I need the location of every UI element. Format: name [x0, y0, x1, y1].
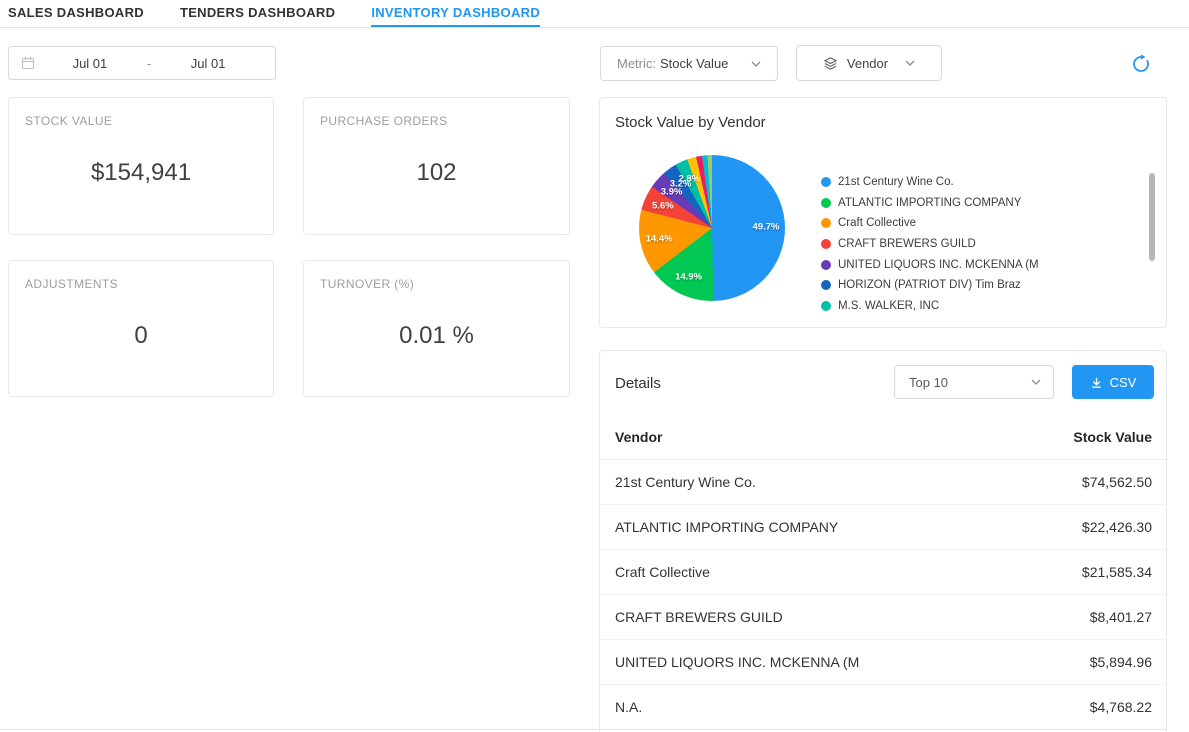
details-header: Details Top 10 CSV	[600, 351, 1166, 415]
tab-sales-dashboard[interactable]: SALES DASHBOARD	[8, 5, 144, 20]
kpi-card-turnover: TURNOVER (%) 0.01 %	[303, 260, 570, 397]
legend-swatch	[821, 259, 831, 270]
vendor-cell: 21st Century Wine Co.	[615, 474, 756, 490]
details-table-body: 21st Century Wine Co. $74,562.50 ATLANTIC …	[600, 460, 1166, 730]
tab-inventory-dashboard[interactable]: INVENTORY DASHBOARD	[371, 0, 541, 27]
legend-label: 21st Century Wine Co.	[838, 176, 954, 189]
dimension-select-value: Vendor	[846, 55, 889, 71]
kpi-card-stock-value: STOCK VALUE $154,941	[8, 97, 274, 235]
layers-icon	[823, 56, 838, 71]
stock-value-cell: $74,562.50	[1081, 474, 1152, 490]
tab-tenders-dashboard[interactable]: TENDERS DASHBOARD	[179, 5, 336, 20]
legend-item[interactable]: UNITED LIQUORS INC. MCKENNA (M	[821, 254, 1139, 275]
legend-label: ATLANTIC IMPORTING COMPANY	[838, 196, 1022, 209]
legend-swatch	[821, 300, 831, 311]
refresh-icon	[1131, 54, 1155, 74]
legend-item[interactable]: Craft Collective	[821, 213, 1139, 234]
csv-export-button[interactable]: CSV	[1072, 365, 1154, 399]
stock-value-cell: $21,585.34	[1081, 564, 1152, 580]
chevron-down-icon	[905, 60, 915, 66]
table-row: N.A. $4,768.22	[600, 685, 1166, 730]
legend-item[interactable]: M.S. WALKER, INC	[821, 296, 1139, 312]
dimension-select[interactable]: Vendor	[796, 45, 942, 81]
details-card: Details Top 10 CSV Vendor Stock Value	[599, 350, 1167, 732]
kpi-title: ADJUSTMENTS	[25, 277, 119, 291]
date-end[interactable]: Jul 01	[190, 55, 226, 71]
vendor-cell: UNITED LIQUORS INC. MCKENNA (M	[615, 654, 860, 670]
vendor-cell: CRAFT BREWERS GUILD	[615, 609, 783, 625]
date-range-separator: -	[146, 55, 152, 71]
chevron-down-icon	[751, 61, 761, 67]
details-table-header: Vendor Stock Value	[600, 415, 1166, 460]
stock-value-cell: $22,426.30	[1081, 519, 1152, 535]
metric-select-value: Stock Value	[660, 56, 729, 71]
top-n-select-value: Top 10	[909, 374, 949, 390]
vendor-cell: N.A.	[615, 699, 643, 715]
kpi-title: TURNOVER (%)	[320, 277, 415, 291]
legend-swatch	[821, 239, 831, 250]
kpi-value: 0	[134, 322, 148, 349]
chevron-down-icon	[1031, 379, 1041, 385]
download-icon	[1090, 376, 1103, 389]
date-range-picker[interactable]: Jul 01 - Jul 01	[8, 46, 276, 80]
stock-value-by-vendor-card: Stock Value by Vendor 49.7% 14.9% 14.4% 5.6…	[599, 97, 1167, 328]
column-header-vendor: Vendor	[615, 429, 663, 445]
table-row: 21st Century Wine Co. $74,562.50	[600, 460, 1166, 505]
legend-swatch	[821, 177, 831, 188]
date-start[interactable]: Jul 01	[72, 55, 108, 71]
pie-chart[interactable]	[639, 155, 785, 301]
legend-item[interactable]: CRAFT BREWERS GUILD	[821, 234, 1139, 255]
kpi-card-adjustments: ADJUSTMENTS 0	[8, 260, 274, 397]
legend-label: CRAFT BREWERS GUILD	[838, 238, 976, 251]
legend-swatch	[821, 218, 831, 229]
chart-legend: 21st Century Wine Co. ATLANTIC IMPORTING …	[821, 172, 1139, 312]
legend-label: UNITED LIQUORS INC. MCKENNA (M	[838, 258, 1039, 271]
metric-select-text: Metric: Stock Value	[617, 56, 728, 71]
top-n-select[interactable]: Top 10	[894, 365, 1054, 399]
pie-chart-area: 49.7% 14.9% 14.4% 5.6% 3.9% 3.2% 2.8%	[639, 155, 785, 301]
page-bottom-divider	[0, 729, 1167, 730]
legend-swatch	[821, 197, 831, 208]
kpi-title: STOCK VALUE	[25, 114, 113, 128]
kpi-value: $154,941	[90, 159, 192, 186]
vendor-cell: ATLANTIC IMPORTING COMPANY	[615, 519, 839, 535]
refresh-button[interactable]	[1131, 52, 1155, 76]
calendar-icon	[21, 56, 35, 70]
legend-swatch	[821, 280, 831, 291]
kpi-card-purchase-orders: PURCHASE ORDERS 102	[303, 97, 570, 235]
legend-label: M.S. WALKER, INC	[838, 299, 940, 312]
stock-value-cell: $4,768.22	[1089, 699, 1152, 715]
kpi-title: PURCHASE ORDERS	[320, 114, 448, 128]
column-header-stock-value: Stock Value	[1073, 429, 1152, 445]
metric-select[interactable]: Metric: Stock Value	[600, 46, 778, 81]
dashboard-tab-bar: SALES DASHBOARD TENDERS DASHBOARD INVENT…	[0, 0, 1189, 28]
stock-value-cell: $5,894.96	[1089, 654, 1152, 670]
legend-label: Craft Collective	[838, 217, 916, 230]
table-row: UNITED LIQUORS INC. MCKENNA (M $5,894.96	[600, 640, 1166, 685]
metric-select-prefix: Metric:	[617, 56, 656, 71]
table-row: ATLANTIC IMPORTING COMPANY $22,426.30	[600, 505, 1166, 550]
legend-item[interactable]: HORIZON (PATRIOT DIV) Tim Braz	[821, 275, 1139, 296]
kpi-value: 0.01 %	[399, 322, 474, 349]
table-row: Craft Collective $21,585.34	[600, 550, 1166, 595]
legend-item[interactable]: 21st Century Wine Co.	[821, 172, 1139, 193]
details-title: Details	[615, 374, 661, 392]
kpi-value: 102	[416, 159, 457, 186]
vendor-cell: Craft Collective	[615, 564, 710, 580]
stock-value-cell: $8,401.27	[1089, 609, 1152, 625]
legend-label: HORIZON (PATRIOT DIV) Tim Braz	[838, 279, 1021, 292]
legend-item[interactable]: ATLANTIC IMPORTING COMPANY	[821, 193, 1139, 214]
csv-button-label: CSV	[1109, 374, 1137, 390]
legend-scrollbar-thumb[interactable]	[1149, 173, 1155, 261]
chart-title: Stock Value by Vendor	[615, 114, 766, 131]
table-row: CRAFT BREWERS GUILD $8,401.27	[600, 595, 1166, 640]
